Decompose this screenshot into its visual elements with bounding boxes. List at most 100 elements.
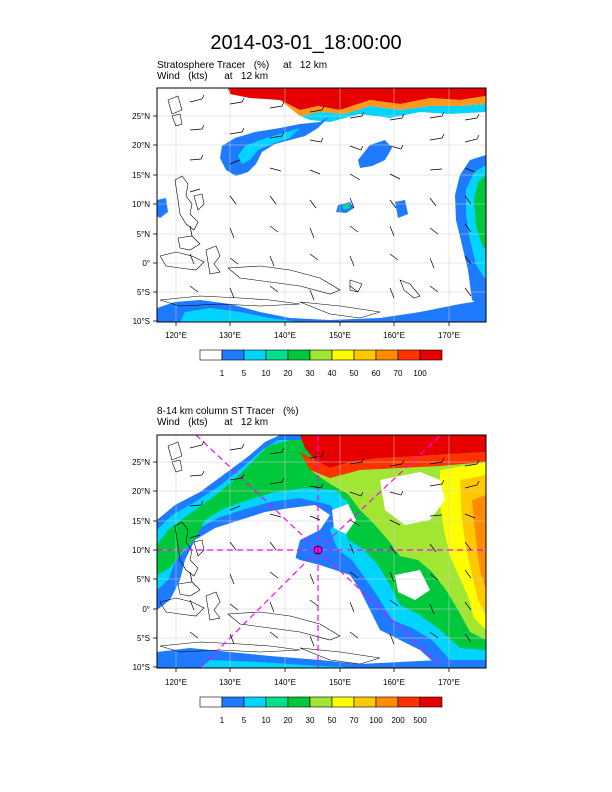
- panel2-colorbar-label: 100: [369, 716, 383, 725]
- colorbar-swatch: [243, 349, 267, 361]
- panel2-wind-barbs: [189, 440, 480, 647]
- panel1-lon-label: 140°E: [274, 331, 296, 340]
- colorbar-swatch: [243, 696, 267, 708]
- panel1-lat-label: 5°N: [137, 230, 151, 239]
- colorbar-swatch: [221, 696, 245, 708]
- colorbar-swatch: [221, 349, 245, 361]
- colorbar-swatch: [199, 349, 223, 361]
- panel1-lon-label: 150°E: [329, 331, 351, 340]
- colorbar-swatch: [397, 696, 421, 708]
- panel1-shade-patch-5: [395, 200, 408, 218]
- panel2-colorbar-label: 30: [306, 716, 315, 725]
- panel2-colorbar-label: 20: [284, 716, 293, 725]
- panel2-lon-label: 150°E: [329, 678, 351, 687]
- panel1-lat-label: 5°S: [137, 288, 150, 297]
- panel2-hole-3: [332, 504, 356, 534]
- panel1-colorbar: [199, 349, 443, 361]
- panel1-shade-orange: [280, 96, 486, 116]
- panel1-shade-patch-3: [342, 204, 350, 210]
- colorbar-swatch: [419, 696, 443, 708]
- panel1-subtitle-2: Wind (kts) at 12 km: [157, 71, 269, 82]
- panel2-frame: [156, 434, 487, 669]
- panel2-lat-label: 15°N: [132, 517, 150, 526]
- panel1-lon-label: 130°E: [219, 331, 241, 340]
- panel2-map: 120°E 130°E 140°E 150°E 160°E 170°E 25°N…: [132, 434, 487, 687]
- panel1-subtitle-1: Stratosphere Tracer (%) at 12 km: [157, 60, 328, 71]
- panel1-frame: [156, 87, 487, 323]
- panel2-colorbar-label: 500: [413, 716, 427, 725]
- panel2-subtitle-1: 8-14 km column ST Tracer (%): [157, 406, 299, 417]
- panel1-shade-patch-4: [157, 198, 168, 218]
- panel1-shade-cyan-band: [238, 128, 300, 164]
- panel1-shade-cyan-top: [300, 104, 486, 122]
- panel2-shade-darkorange-east: [472, 495, 486, 590]
- panel2-lon-label: 160°E: [383, 678, 405, 687]
- colorbar-swatch: [265, 349, 289, 361]
- panel1-colorbar-label: 100: [413, 369, 427, 378]
- panel1-shade-red: [228, 88, 486, 110]
- panel2-lon-label: 140°E: [274, 678, 296, 687]
- panel1-colorbar-labels: 1 5 10 20 30 40 50 60 70 100: [220, 369, 427, 378]
- panel2-lon-label: 170°E: [438, 678, 460, 687]
- panel1-wind-barbs: [189, 94, 480, 301]
- panel2-lat-label: 5°N: [137, 575, 151, 584]
- panel1-lon-label: 160°E: [383, 331, 405, 340]
- panel1-lat-label: 0°: [142, 259, 150, 268]
- panel2-colorbar: [199, 696, 443, 708]
- panel2-colorbar-label: 50: [328, 716, 337, 725]
- panel1-lat-label: 20°N: [132, 141, 150, 150]
- colorbar-swatch: [265, 696, 289, 708]
- panel1-lat-label: 25°N: [132, 112, 150, 121]
- panel1-colorbar-label: 50: [350, 369, 359, 378]
- panel2-colorbar-label: 200: [391, 716, 405, 725]
- panel2-colorbar-label: 70: [350, 716, 359, 725]
- panel2-hole-1: [190, 530, 300, 580]
- colorbar-swatch: [375, 696, 399, 708]
- panel2-location-marker: [313, 545, 323, 555]
- page-title: 2014-03-01_18:00:00: [210, 32, 402, 54]
- panel1-colorbar-label: 60: [372, 369, 381, 378]
- panel2-lat-label: 10°N: [132, 546, 150, 555]
- panel1-colorbar-label: 30: [306, 369, 315, 378]
- panel1-colorbar-label: 10: [262, 369, 271, 378]
- panel2-bottom-cyan: [200, 660, 360, 668]
- panel2-lat-label: 20°N: [132, 487, 150, 496]
- panel2-colorbar-label: 5: [242, 716, 247, 725]
- panel1-coastlines: [159, 95, 421, 319]
- panel1-shade-patch-1: [358, 140, 392, 168]
- panel2-hole-2: [380, 472, 445, 525]
- panel2-colorbar-label: 10: [262, 716, 271, 725]
- panel1-shade-bottom-cyan: [180, 308, 300, 322]
- panel2-hole-6: [160, 610, 380, 660]
- colorbar-swatch: [309, 349, 333, 361]
- panel2-shade-orange: [300, 452, 486, 478]
- colorbar-swatch: [331, 696, 355, 708]
- colorbar-swatch: [287, 349, 311, 361]
- colorbar-swatch: [353, 349, 377, 361]
- panel2-hole-4: [200, 585, 300, 625]
- panel2-lat-label: 0°: [142, 605, 150, 614]
- panel2-coastlines: [159, 441, 381, 665]
- panel2-lon-label: 130°E: [219, 678, 241, 687]
- panel1-colorbar-label: 1: [220, 369, 225, 378]
- panel2-lat-label: 25°N: [132, 458, 150, 467]
- colorbar-swatch: [287, 696, 311, 708]
- panel1-colorbar-label: 20: [284, 369, 293, 378]
- panel1-lat-label: 10°S: [133, 317, 150, 326]
- colorbar-swatch: [199, 696, 223, 708]
- panel2-lon-label: 120°E: [165, 678, 187, 687]
- panel2-colorbar-label: 1: [220, 716, 225, 725]
- colorbar-swatch: [375, 349, 399, 361]
- panel2-hole-5: [395, 570, 430, 600]
- panel1-shade-east-green: [474, 175, 486, 250]
- panel2-lat-label: 5°S: [137, 634, 150, 643]
- panel1-lat-label: 15°N: [132, 171, 150, 180]
- panel1-colorbar-label: 70: [394, 369, 403, 378]
- panel2-lat-label: 10°S: [133, 663, 150, 672]
- panel2-shade-red: [300, 435, 486, 468]
- panel1-colorbar-label: 40: [328, 369, 337, 378]
- panel1-colorbar-label: 5: [242, 369, 247, 378]
- panel2-subtitle-2: Wind (kts) at 12 km: [157, 417, 269, 428]
- colorbar-swatch: [353, 696, 377, 708]
